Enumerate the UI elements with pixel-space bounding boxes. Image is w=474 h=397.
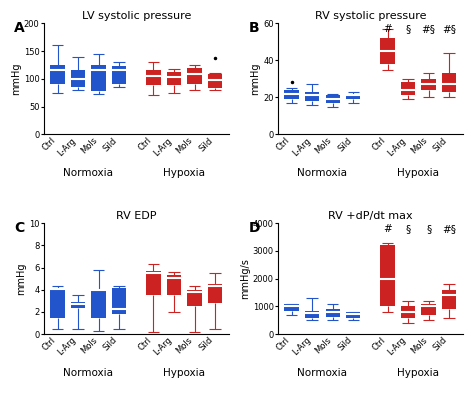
Bar	[50, 65, 64, 84]
Bar	[50, 287, 64, 318]
Bar	[71, 302, 85, 308]
Bar	[187, 68, 202, 84]
Text: §: §	[405, 224, 410, 234]
Bar	[208, 74, 222, 88]
Text: Normoxia: Normoxia	[298, 368, 347, 378]
Text: §: §	[405, 24, 410, 35]
Bar	[401, 306, 415, 318]
Y-axis label: mmHg: mmHg	[250, 63, 260, 95]
Bar	[326, 95, 340, 103]
Text: Hypoxia: Hypoxia	[163, 368, 205, 378]
Y-axis label: mmHg/s: mmHg/s	[240, 258, 250, 299]
Bar	[401, 83, 415, 95]
Text: B: B	[248, 21, 259, 35]
Text: Normoxia: Normoxia	[64, 368, 113, 378]
Bar	[91, 289, 106, 318]
Bar	[326, 309, 340, 317]
Text: Hypoxia: Hypoxia	[163, 168, 205, 177]
Bar	[380, 38, 395, 64]
Bar	[421, 79, 436, 90]
Bar	[146, 271, 161, 295]
Text: §: §	[426, 224, 431, 234]
Y-axis label: mmHg: mmHg	[17, 262, 27, 295]
Bar	[346, 94, 361, 99]
Bar	[305, 310, 319, 318]
Bar	[167, 71, 181, 85]
Text: #: #	[383, 224, 392, 234]
Title: RV +dP/dt max: RV +dP/dt max	[328, 211, 413, 221]
Text: A: A	[14, 21, 25, 35]
Bar	[284, 90, 299, 99]
Bar	[146, 71, 161, 85]
Bar	[442, 290, 456, 309]
Title: RV EDP: RV EDP	[116, 211, 156, 221]
Bar	[421, 304, 436, 315]
Bar	[112, 287, 127, 314]
Text: #: #	[383, 24, 392, 35]
Bar	[346, 312, 361, 318]
Bar	[167, 276, 181, 295]
Bar	[187, 290, 202, 306]
Bar	[284, 304, 299, 310]
Text: C: C	[14, 221, 25, 235]
Text: Normoxia: Normoxia	[64, 168, 113, 177]
Text: #§: #§	[422, 24, 436, 35]
Text: D: D	[248, 221, 260, 235]
Text: #§: #§	[442, 24, 456, 35]
Title: RV systolic pressure: RV systolic pressure	[315, 11, 426, 21]
Bar	[91, 65, 106, 91]
Text: Normoxia: Normoxia	[298, 168, 347, 177]
Text: Hypoxia: Hypoxia	[397, 368, 439, 378]
Text: Hypoxia: Hypoxia	[397, 168, 439, 177]
Text: #§: #§	[442, 224, 456, 234]
Title: LV systolic pressure: LV systolic pressure	[82, 11, 191, 21]
Bar	[305, 92, 319, 101]
Bar	[71, 71, 85, 87]
Y-axis label: mmHg: mmHg	[11, 63, 21, 95]
Bar	[208, 284, 222, 303]
Bar	[380, 245, 395, 306]
Bar	[442, 73, 456, 92]
Bar	[112, 66, 127, 84]
